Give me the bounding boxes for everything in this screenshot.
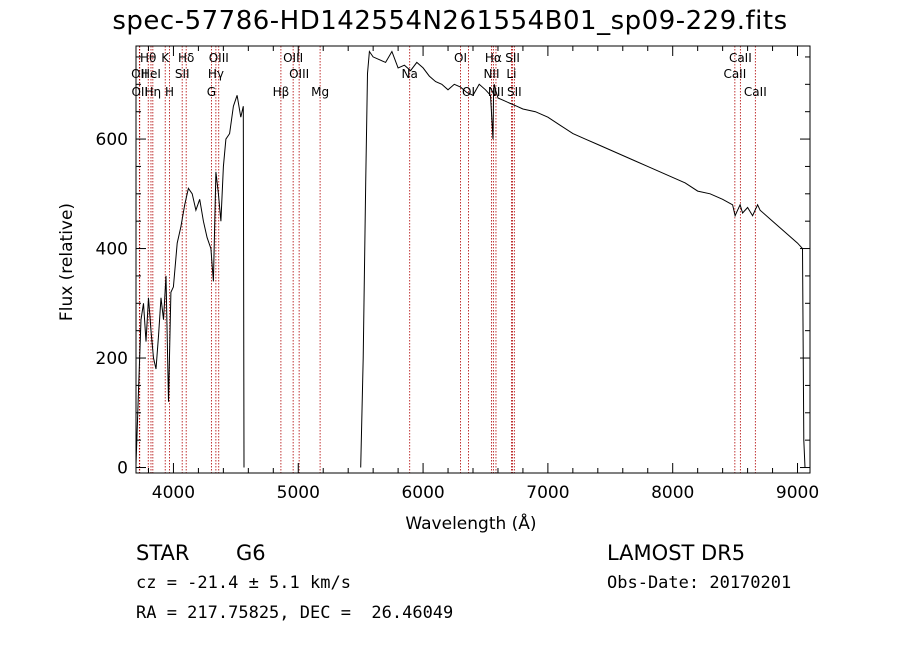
spectral-line-label: OII	[131, 67, 148, 81]
spectrum-line	[360, 50, 806, 468]
x-tick-label: 4000	[152, 483, 195, 503]
spectral-line-label: Hα	[485, 51, 502, 65]
spectral-line-label: CaII	[729, 51, 752, 65]
spectral-line-label: G	[207, 85, 216, 99]
spectral-line-label: K	[161, 51, 170, 65]
y-tick-label: 200	[96, 349, 128, 369]
spectral-line-label: SII	[507, 85, 522, 99]
spectral-line-label: Hθ	[140, 51, 156, 65]
ra-dec-coordinates: RA = 217.75825, DEC = 26.46049	[136, 603, 454, 623]
spectral-line-label: SII	[505, 51, 520, 65]
x-axis-label: Wavelength (Å)	[405, 512, 536, 534]
spectral-line-label: CaII	[723, 67, 746, 81]
spectral-line-label: OIII	[283, 51, 303, 65]
spectrum-series	[136, 50, 806, 468]
y-tick-label: 600	[96, 130, 128, 150]
y-tick-label: 400	[96, 240, 128, 260]
spectral-line-label: OI	[454, 51, 467, 65]
y-axis-label: Flux (relative)	[57, 203, 77, 321]
spectral-line-label: Hγ	[208, 67, 224, 81]
x-tick-label: 6000	[401, 483, 444, 503]
x-tick-label: 5000	[277, 483, 320, 503]
spectrum-line	[136, 95, 245, 468]
axis-ticks: 4000 5000 6000 7000 8000 9000 0 200 400 600	[96, 46, 819, 503]
spectral-line-label: Mg	[311, 85, 329, 99]
spectral-line-markers	[138, 46, 756, 473]
spectral-line-label: SII	[175, 67, 190, 81]
spectral-line-label: Li	[506, 67, 516, 81]
y-tick-label: 0	[117, 459, 128, 479]
class-label: STAR	[136, 541, 190, 565]
x-tick-label: 7000	[526, 483, 569, 503]
spectral-line-label: Na	[402, 67, 418, 81]
x-tick-label: 9000	[776, 483, 819, 503]
plot-frame	[135, 45, 811, 474]
spectral-line-label: HeI	[141, 67, 161, 81]
spectral-line-label: Hβ	[273, 85, 290, 99]
spectral-line-label: CaII	[744, 85, 767, 99]
survey-label: LAMOST DR5	[607, 541, 746, 565]
spectral-line-label: OI	[462, 85, 475, 99]
spectral-line-label: H	[165, 85, 174, 99]
spectral-line-label: OIII	[289, 67, 309, 81]
subclass-label: G6	[236, 541, 266, 565]
chart-title: spec-57786-HD142554N261554B01_sp09-229.f…	[112, 6, 788, 36]
spectral-line-label: NII	[483, 67, 499, 81]
observation-date: Obs-Date: 20170201	[607, 573, 792, 593]
redshift-velocity: cz = -21.4 ± 5.1 km/s	[136, 573, 351, 593]
spectral-line-label: Hδ	[178, 51, 194, 65]
x-tick-label: 8000	[651, 483, 694, 503]
spectral-line-label: OIII	[209, 51, 229, 65]
spectral-line-label: Hη	[145, 85, 162, 99]
